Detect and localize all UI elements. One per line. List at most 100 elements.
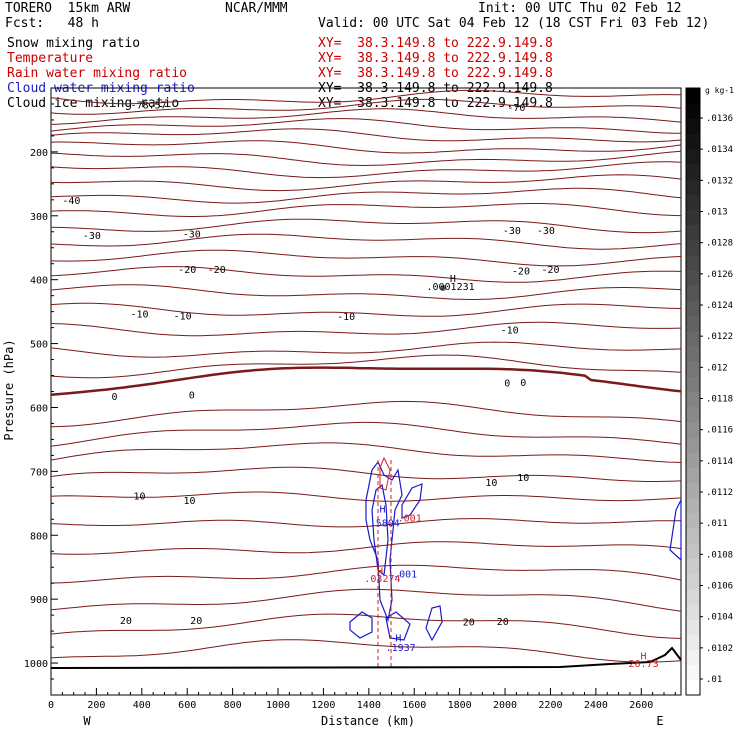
colorbar-segment	[686, 543, 700, 559]
y-tick-label: 400	[30, 276, 48, 287]
isotherm-line	[50, 218, 682, 234]
isotherm-label: -20	[541, 265, 559, 276]
colorbar-segment	[686, 224, 700, 241]
extremum-label: H	[377, 566, 383, 577]
extremum-label: .03274	[364, 574, 400, 585]
x-axis-label: Distance (km)	[321, 714, 415, 728]
colorbar-segment	[686, 148, 700, 165]
x-tick-label: 1000	[266, 700, 290, 711]
x-tick-label: 0	[48, 700, 54, 711]
extremum-label: H	[379, 504, 385, 515]
isotherm-label: -10	[174, 311, 192, 322]
cloud-water-contour	[425, 605, 443, 642]
legend-label-temperature: Temperature	[7, 51, 94, 66]
colorbar-segment	[686, 482, 700, 499]
extremum-label: .001	[393, 570, 417, 581]
x-axis: 0 200 400 600 800 1000 1200 1400 1600 1800 2000 220…	[48, 688, 676, 711]
y-tick-label: 500	[30, 340, 48, 351]
colorbar-tick-label: .0128	[706, 239, 733, 249]
legend-label-rain: Rain water mixing ratio	[7, 66, 188, 81]
legend-xy-rain: XY= 38.3.149.8 to 222.9.149.8	[318, 66, 553, 81]
isotherm-line	[50, 174, 682, 192]
isotherm-label: 10	[485, 478, 497, 489]
colorbar-segment	[686, 679, 700, 696]
extremum-label: .5804	[370, 518, 400, 529]
isotherm-label: 10	[183, 496, 195, 507]
x-axis-east-label: E	[656, 714, 663, 728]
legend-label-cloud-water: Cloud water mixing ratio	[7, 81, 195, 96]
isotherm-line	[50, 442, 682, 463]
colorbar-segment	[686, 179, 700, 195]
colorbar-segment	[686, 330, 700, 347]
contour-labels: -40 -30 -30 -30 -30 -20 -20 -20 -20 -10 -10 -10 -10 -…	[62, 101, 658, 670]
colorbar-segment	[686, 421, 700, 438]
isotherm-line	[50, 98, 682, 115]
isotherm-label: 10	[517, 473, 529, 484]
model-title: TORERO 15km ARW	[5, 1, 131, 16]
isotherm-line	[50, 400, 682, 428]
extremum-label: .001	[398, 513, 422, 524]
colorbar-segment	[686, 270, 700, 286]
colorbar-segment	[686, 664, 700, 681]
colorbar-tick-label: .0114	[706, 457, 733, 467]
colorbar-tick-label: .0116	[706, 426, 733, 436]
isotherm-label: -78.57	[131, 101, 167, 112]
isotherm-label: -30	[183, 230, 201, 241]
isotherm-label: -30	[503, 226, 521, 237]
colorbar-segment	[686, 391, 700, 408]
colorbar-tick-label: .0102	[706, 644, 733, 654]
x-tick-label: 2600	[629, 700, 653, 711]
extremum-label: H	[395, 633, 401, 644]
colorbar-tick-label: .0108	[706, 550, 733, 560]
x-tick-label: 200	[87, 700, 105, 711]
cloud-water-contour	[669, 499, 682, 562]
colorbar-segment	[686, 254, 700, 271]
isotherm-line	[50, 541, 682, 555]
isotherm-line	[50, 341, 682, 358]
colorbar-segment	[686, 285, 700, 301]
isotherm-line	[50, 140, 682, 154]
colorbar-segment	[686, 649, 700, 666]
colorbar-segment	[686, 467, 700, 484]
isotherm-line	[50, 518, 682, 528]
colorbar: .0136 .0134 .0132 .013 .0128 .0126 .0124 .0122.…	[685, 87, 733, 696]
colorbar-segment	[686, 558, 700, 575]
x-axis-west-label: W	[83, 714, 91, 728]
colorbar-tick-label: .0122	[706, 332, 733, 342]
extremum-label: .1937	[386, 643, 416, 654]
isotherm-label: -20	[512, 267, 530, 278]
colorbar-segment	[686, 497, 700, 514]
isotherm-line	[50, 187, 682, 204]
isotherm-line	[50, 266, 682, 283]
isotherm-label: -40	[62, 196, 80, 207]
y-tick-label: 700	[30, 467, 48, 478]
isotherm-label: 20	[497, 617, 509, 628]
x-tick-label: 2200	[538, 700, 562, 711]
y-tick-label: 800	[30, 531, 48, 542]
isotherm-label: 10	[134, 492, 146, 503]
isotherm-line	[50, 128, 682, 143]
isotherm-label: 0	[189, 391, 195, 402]
x-tick-label: 600	[178, 700, 196, 711]
colorbar-segment	[686, 163, 700, 180]
y-tick-label: 300	[30, 212, 48, 223]
colorbar-segment	[686, 118, 700, 135]
terrain-line	[50, 646, 682, 669]
extremum-label: H	[641, 651, 647, 662]
colorbar-tick-label: .0126	[706, 270, 733, 280]
isotherm-line	[50, 150, 682, 167]
isotherm-line	[50, 161, 682, 179]
colorbar-segment	[686, 406, 700, 423]
isotherm-lines	[50, 89, 682, 663]
colorbar-tick-label: .011	[706, 519, 728, 529]
colorbar-tick-label: .0112	[706, 488, 733, 498]
colorbar-segment	[686, 345, 700, 362]
isotherm-line	[50, 613, 682, 639]
freezing-line	[50, 366, 682, 396]
colorbar-segment	[686, 528, 700, 544]
isotherm-line	[50, 421, 682, 447]
colorbar-segment	[686, 588, 700, 605]
y-tick-label: 1000	[24, 659, 48, 670]
isotherm-line	[50, 302, 682, 317]
isotherm-label: 0	[520, 378, 526, 389]
